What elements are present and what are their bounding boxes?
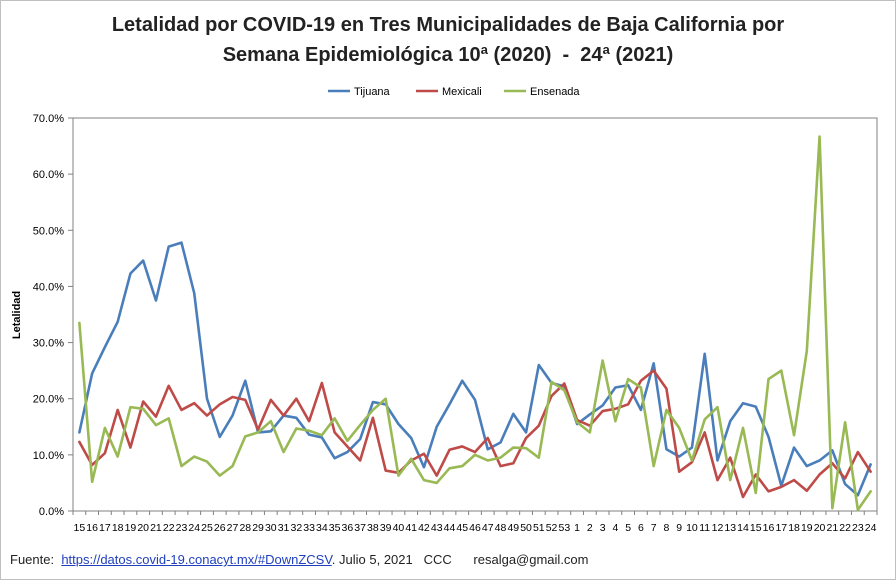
series-layer xyxy=(78,135,872,512)
x-tick-label: 18 xyxy=(788,522,800,534)
legend-label: Tijuana xyxy=(354,86,391,98)
x-tick-label: 44 xyxy=(444,522,456,534)
x-tick-label: 9 xyxy=(676,522,682,534)
x-tick-label: 21 xyxy=(826,522,838,534)
x-tick-label: 10 xyxy=(686,522,698,534)
series-line-mexicali xyxy=(78,369,872,499)
x-tick-label: 46 xyxy=(469,522,481,534)
x-tick-label: 22 xyxy=(163,522,175,534)
y-tick-label: 70.0% xyxy=(33,113,64,125)
x-tick-label: 31 xyxy=(278,522,290,534)
x-tick-label: 25 xyxy=(201,522,213,534)
x-tick-label: 50 xyxy=(520,522,532,534)
x-tick-label: 21 xyxy=(150,522,162,534)
source-link[interactable]: https://datos.covid-19.conacyt.mx/#DownZ… xyxy=(61,552,332,567)
x-tick-label: 42 xyxy=(418,522,430,534)
x-tick-label: 40 xyxy=(393,522,405,534)
x-tick-label: 1 xyxy=(574,522,580,534)
footer-prefix: Fuente: xyxy=(10,552,62,567)
footer-suffix: . Julio 5, 2021 CCC resalga@gmail.com xyxy=(331,552,589,567)
legend-item-mexicali: Mexicali xyxy=(416,86,482,98)
x-tick-label: 24 xyxy=(865,522,877,534)
x-tick-label: 8 xyxy=(664,522,670,534)
chart-title-line-2: Semana Epidemiológica 10ª (2020) - 24ª (… xyxy=(222,44,674,66)
x-tick-label: 36 xyxy=(342,522,354,534)
x-tick-label: 15 xyxy=(750,522,762,534)
plot-area-border xyxy=(72,117,878,512)
x-tick-label: 15 xyxy=(74,522,86,534)
x-tick-label: 45 xyxy=(456,522,468,534)
x-tick-label: 23 xyxy=(852,522,864,534)
x-tick-label: 20 xyxy=(814,522,826,534)
x-tick-label: 52 xyxy=(546,522,558,534)
x-tick-label: 11 xyxy=(699,522,710,534)
x-tick-label: 26 xyxy=(214,522,226,534)
x-tick-label: 33 xyxy=(303,522,315,534)
y-axis-label: Letalidad xyxy=(11,291,23,339)
x-tick-label: 19 xyxy=(125,522,137,534)
x-tick-label: 4 xyxy=(612,522,618,534)
chart-title-line-1: Letalidad por COVID-19 en Tres Municipal… xyxy=(111,14,785,36)
x-tick-label: 43 xyxy=(431,522,443,534)
legend-label: Ensenada xyxy=(530,86,580,98)
x-tick-label: 19 xyxy=(801,522,813,534)
x-tick-label: 12 xyxy=(712,522,724,534)
x-tick-label: 23 xyxy=(176,522,188,534)
y-tick-label: 30.0% xyxy=(33,338,64,350)
axes: 0.0% 10.0% 20.0% 30.0% 40.0% 50.0% 60.0% 70.0% 1… xyxy=(33,113,878,534)
x-tick-label: 18 xyxy=(112,522,124,534)
y-tick-label: 60.0% xyxy=(33,169,64,181)
x-tick-label: 47 xyxy=(482,522,494,534)
x-tick-label: 34 xyxy=(316,522,328,534)
x-tick-label: 6 xyxy=(638,522,644,534)
x-tick-label: 17 xyxy=(99,522,111,534)
legend: Tijuana Mexicali Ensenada xyxy=(328,86,580,98)
x-tick-label: 16 xyxy=(86,522,98,534)
legend-label: Mexicali xyxy=(442,86,482,98)
y-tick-label: 0.0% xyxy=(39,506,64,518)
y-tick-label: 40.0% xyxy=(33,281,64,293)
x-tick-label: 28 xyxy=(239,522,251,534)
y-tick-label: 10.0% xyxy=(33,450,64,462)
x-tick-label: 30 xyxy=(265,522,277,534)
y-tick-label: 50.0% xyxy=(33,225,64,237)
x-tick-label: 32 xyxy=(290,522,302,534)
series-line-ensenada xyxy=(78,135,872,512)
source-footer: Fuente: https://datos.covid-19.conacyt.m… xyxy=(10,552,588,567)
legend-item-ensenada: Ensenada xyxy=(504,86,580,98)
x-tick-label: 14 xyxy=(737,522,749,534)
x-tick-label: 22 xyxy=(839,522,851,534)
x-tick-label: 24 xyxy=(188,522,200,534)
x-tick-label: 39 xyxy=(380,522,392,534)
x-tick-label: 38 xyxy=(367,522,379,534)
chart-title: Letalidad por COVID-19 en Tres Municipal… xyxy=(0,10,896,70)
x-tick-label: 41 xyxy=(405,522,417,534)
x-tick-label: 3 xyxy=(600,522,606,534)
x-tick-label: 27 xyxy=(227,522,239,534)
x-tick-label: 17 xyxy=(775,522,787,534)
x-tick-label: 35 xyxy=(329,522,341,534)
y-tick-label: 20.0% xyxy=(33,394,64,406)
x-tick-label: 37 xyxy=(354,522,366,534)
x-tick-label: 13 xyxy=(724,522,736,534)
x-tick-label: 2 xyxy=(587,522,593,534)
legend-item-tijuana: Tijuana xyxy=(328,86,391,98)
x-tick-label: 48 xyxy=(495,522,507,534)
x-tick-label: 53 xyxy=(558,522,570,534)
x-tick-label: 7 xyxy=(651,522,657,534)
x-tick-label: 20 xyxy=(137,522,149,534)
x-tick-label: 5 xyxy=(625,522,631,534)
x-tick-label: 49 xyxy=(507,522,519,534)
x-tick-label: 51 xyxy=(533,522,545,534)
x-tick-label: 29 xyxy=(252,522,264,534)
x-tick-label: 16 xyxy=(763,522,775,534)
